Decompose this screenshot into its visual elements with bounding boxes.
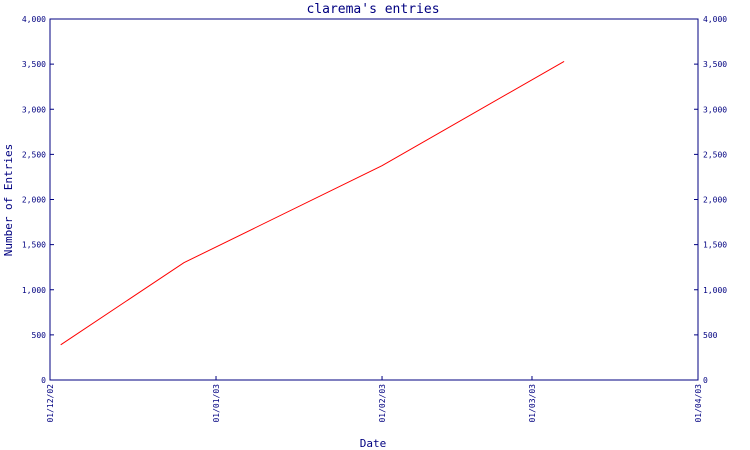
y-tick-label-left: 3,000 — [22, 105, 46, 114]
y-tick-label-left: 0 — [41, 376, 46, 385]
y-tick-label-right: 1,000 — [703, 286, 727, 295]
x-tick-label: 01/12/02 — [46, 384, 55, 423]
y-tick-label-left: 2,500 — [22, 150, 46, 159]
y-tick-label-right: 1,500 — [703, 241, 727, 250]
chart-title: clarema's entries — [306, 2, 439, 17]
x-tick-label: 01/01/03 — [212, 384, 221, 423]
x-axis-label: Date — [360, 437, 387, 450]
x-tick-label: 01/04/03 — [694, 384, 703, 423]
series-line — [60, 60, 565, 346]
y-tick-label-right: 2,000 — [703, 196, 727, 205]
y-tick-label-right: 0 — [703, 376, 708, 385]
y-tick-label-right: 3,500 — [703, 60, 727, 69]
y-tick-label-left: 1,000 — [22, 286, 46, 295]
plot-area — [49, 18, 699, 381]
ticks-layer: 0 0 500 500 1,000 1,000 1,500 1,500 2,000 2,000 2,… — [22, 15, 727, 423]
y-axis-label: Number of Entries — [2, 144, 15, 257]
y-tick-label-right: 4,000 — [703, 15, 727, 24]
y-tick-label-left: 2,000 — [22, 196, 46, 205]
y-tick-label-left: 1,500 — [22, 241, 46, 250]
y-tick-label-left: 4,000 — [22, 15, 46, 24]
x-tick-label: 01/02/03 — [378, 384, 387, 423]
x-tick-label: 01/03/03 — [528, 384, 537, 423]
series-layer — [60, 60, 565, 346]
y-tick-label-right: 500 — [703, 331, 718, 340]
y-tick-label-right: 3,000 — [703, 105, 727, 114]
y-tick-label-left: 500 — [32, 331, 47, 340]
y-tick-label-right: 2,500 — [703, 150, 727, 159]
y-tick-label-left: 3,500 — [22, 60, 46, 69]
